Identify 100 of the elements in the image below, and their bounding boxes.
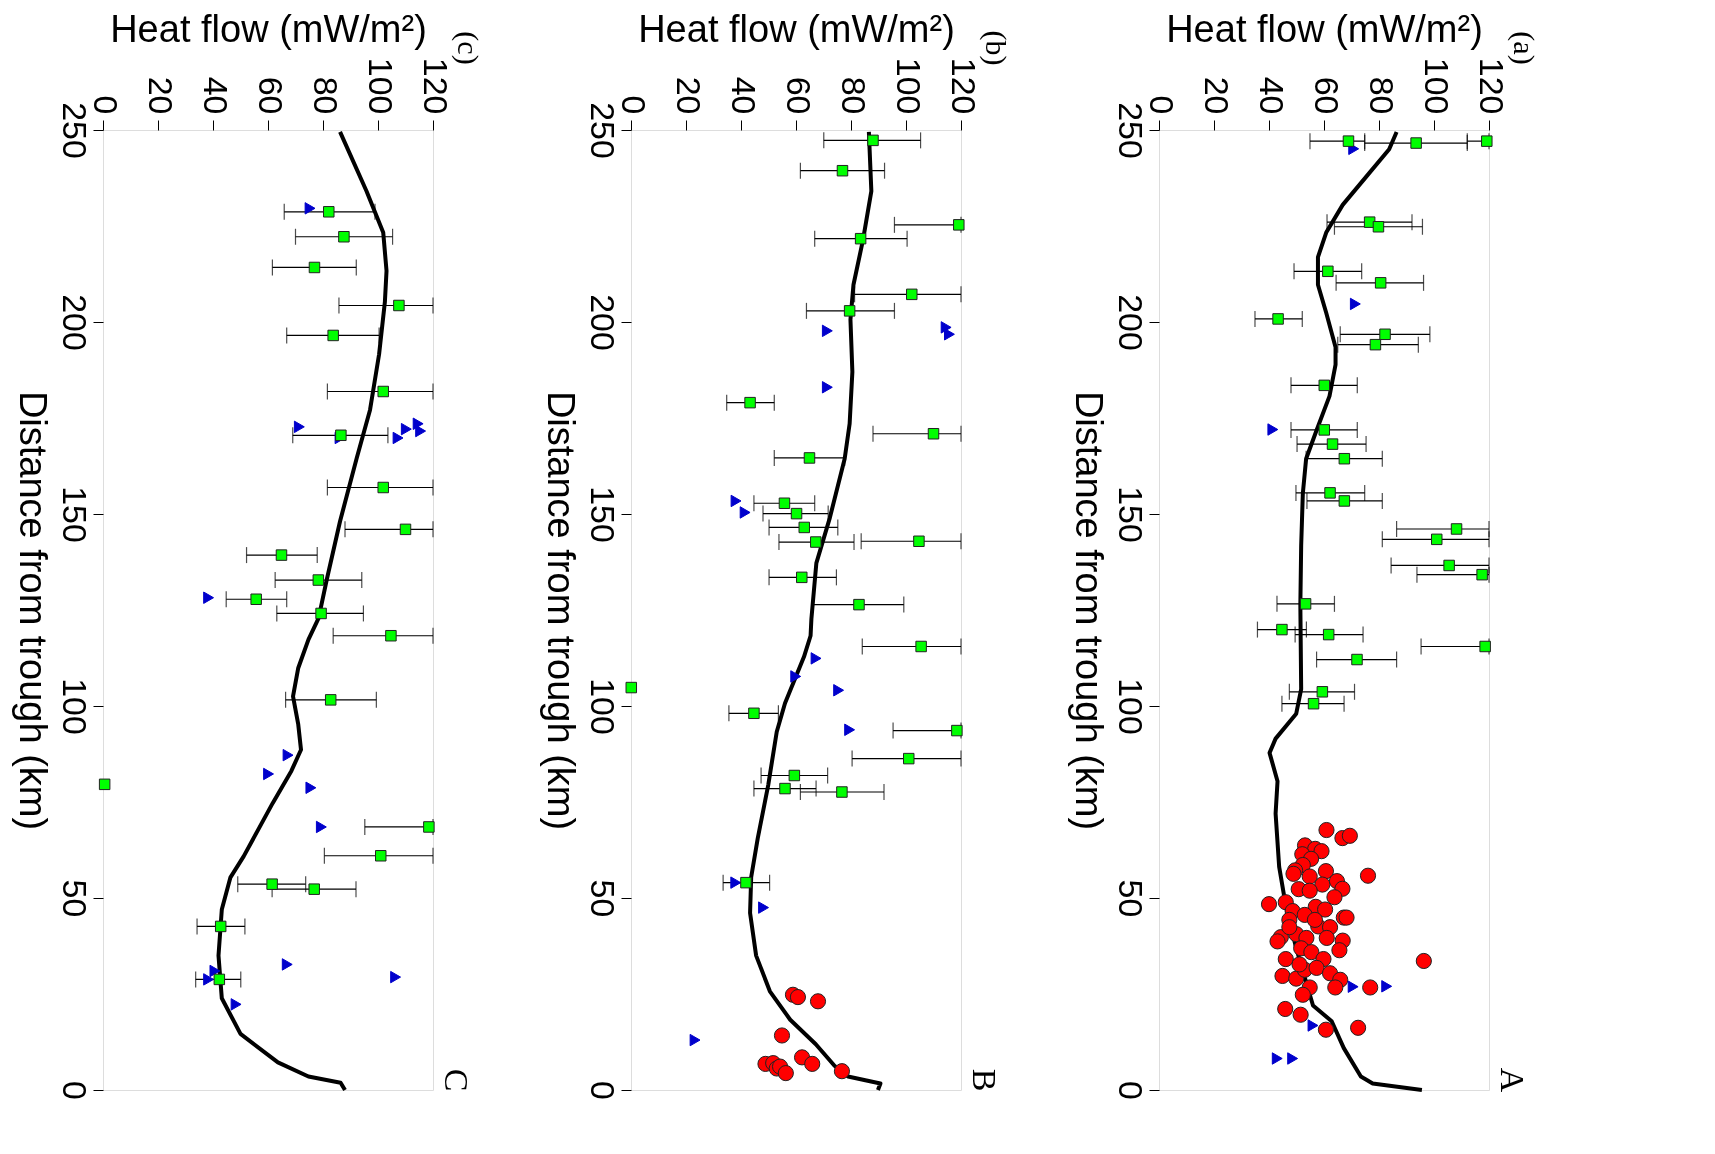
point [1338,452,1351,465]
point [1306,911,1324,928]
point [1350,1019,1367,1036]
point [1313,843,1330,860]
point [809,993,827,1010]
point [1415,952,1432,970]
point [1342,135,1355,147]
x-tick-label: 20 [1197,76,1236,115]
point [833,1063,851,1080]
x-tick-label: 60 [779,76,818,115]
x-tick-label: 40 [196,76,235,115]
point [1351,653,1363,666]
point [1379,328,1391,341]
y-tick-label: 200 [1111,294,1150,351]
point [777,1065,794,1082]
point [1331,942,1348,959]
point [1301,868,1318,885]
point [748,707,760,720]
y-tick-label: 0 [1111,1081,1150,1100]
point [315,607,327,620]
point [1479,640,1491,653]
point [1301,882,1318,899]
point [833,684,845,697]
x-tick-label: 40 [724,76,763,115]
y-axis-title: Distance from trough (km) [539,390,582,831]
point [796,571,808,584]
text: B [966,1068,1003,1092]
point [327,329,339,342]
point [788,769,801,782]
point [415,424,427,438]
text: A [1494,1067,1531,1093]
point [1317,901,1334,918]
point [1276,623,1288,636]
point [1318,929,1335,946]
point [1443,559,1455,572]
point [1347,980,1359,993]
point [377,385,389,398]
point [790,507,803,520]
point [821,381,833,394]
point [282,748,294,762]
point [1260,896,1278,913]
point [1369,338,1382,351]
point [1318,379,1331,392]
point [312,574,325,586]
point [281,958,293,971]
point [1317,863,1335,880]
point [1481,135,1493,147]
point [913,535,925,548]
y-tick-label: 100 [55,678,94,735]
point [1307,697,1320,710]
point [399,523,412,536]
point [293,420,305,434]
point [927,428,940,440]
point [1267,423,1279,436]
point [1326,889,1343,906]
point [315,820,327,834]
point [1476,568,1488,581]
y-tick-label: 150 [1111,486,1150,543]
point [951,724,963,737]
point [744,396,756,409]
point [385,629,397,642]
point [953,219,965,231]
point [778,497,791,509]
point [1277,950,1294,968]
point [1281,919,1298,936]
point [338,231,350,243]
point [1317,1021,1335,1038]
point [804,1055,821,1072]
x-tick-label: 20 [669,76,708,115]
y-axis-title: Distance from trough (km) [1067,390,1110,831]
point [740,876,752,889]
x-axis-title: Heat flow (mW/m²) [110,7,427,50]
point [1314,876,1331,893]
y-tick-label: 100 [583,678,622,735]
point [798,521,810,534]
point [214,920,227,933]
y-tick-label: 50 [1111,879,1150,918]
point [1338,495,1351,507]
point [739,506,751,519]
point [1374,277,1387,289]
x-tick-label: 20 [141,76,180,115]
x-tick-label: 40 [1252,76,1291,115]
point [392,431,404,445]
point [1322,628,1335,641]
x-tick-label: 100 [1417,57,1456,115]
point [1272,313,1284,325]
point [758,901,769,914]
point [803,452,816,464]
point [1291,956,1308,973]
point [375,850,387,862]
point [266,878,278,890]
x-tick-label: 60 [1307,76,1346,115]
y-tick-label: 0 [55,1081,94,1100]
point [1318,821,1335,839]
y-tick-label: 200 [55,294,94,351]
point [203,591,215,604]
y-axis-title: Distance from trough (km) [11,390,54,831]
point [1450,523,1463,535]
point [1327,979,1344,996]
point [1307,1019,1319,1032]
